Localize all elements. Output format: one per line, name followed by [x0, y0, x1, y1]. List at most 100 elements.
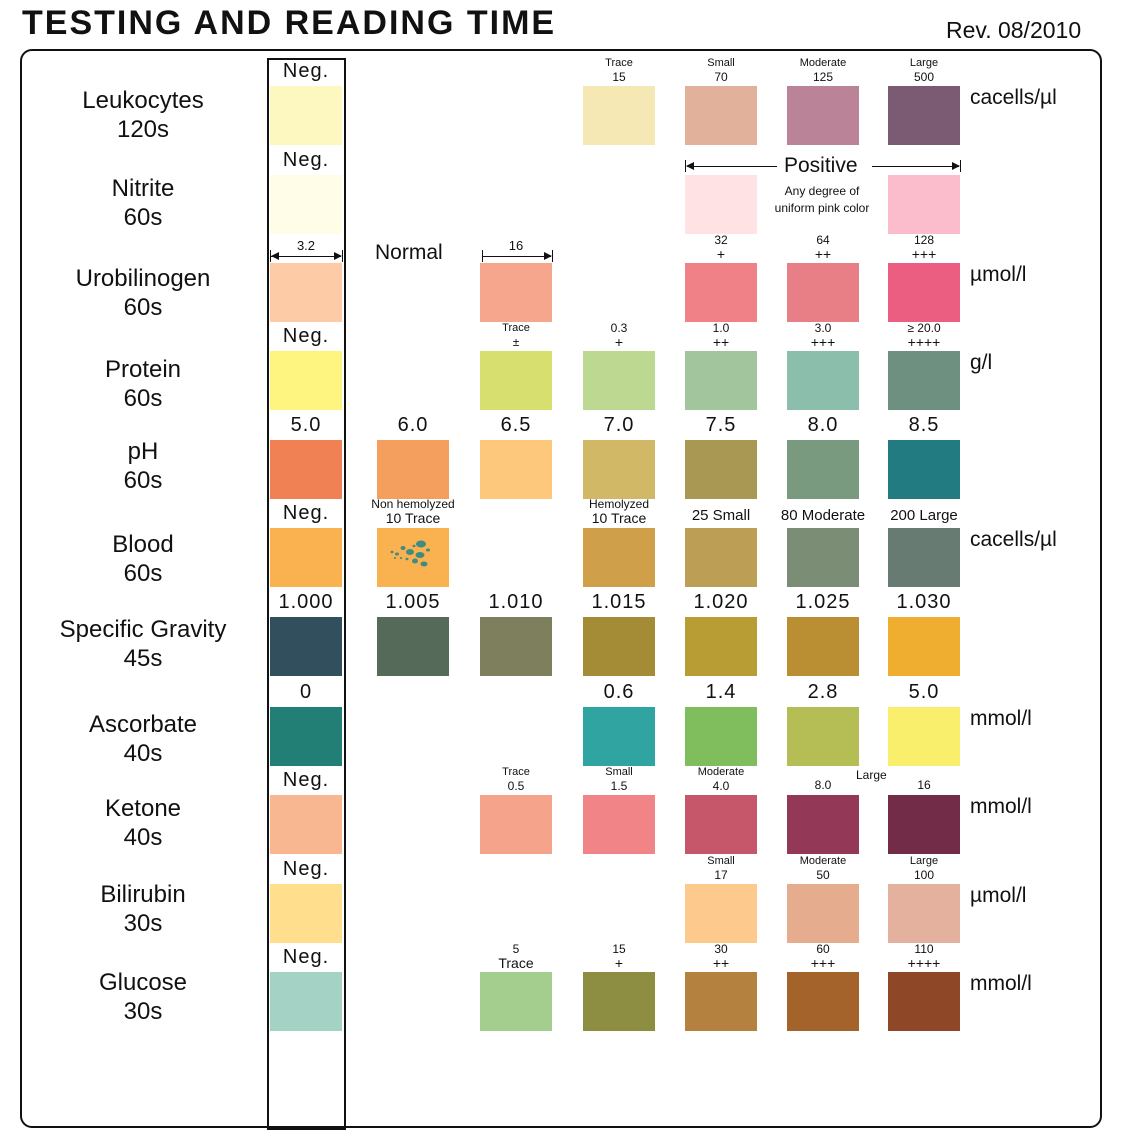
blood-speckle-5: [390, 550, 394, 554]
leukocytes-swatch-2: [685, 86, 757, 145]
glucose-caption-2-line-1: +: [614, 955, 624, 971]
revision-label: Rev. 08/2010: [946, 17, 1082, 43]
glucose-unit: mmol/l: [970, 972, 1032, 995]
blood-speckle-11: [412, 544, 416, 548]
glucose-caption-0-line-0: Neg.: [282, 946, 330, 968]
ph-swatch-2: [480, 440, 552, 499]
nitrite-row-label: Nitrite 60s: [30, 174, 256, 232]
specific-gravity-swatch-6: [888, 617, 960, 676]
ascorbate-swatch-2: [685, 707, 757, 766]
protein-swatch-1: [480, 351, 552, 410]
glucose-caption-3-line-0: 30: [714, 942, 728, 956]
specific-gravity-caption-6: 1.030: [869, 591, 979, 613]
bilirubin-unit: µmol/l: [970, 884, 1027, 907]
specific-gravity-caption-2: 1.010: [461, 591, 571, 613]
nitrite-note-line1: Any degree of: [784, 184, 860, 198]
bilirubin-caption-3-line-1: 100: [913, 868, 935, 882]
specific-gravity-caption-3-line-0: 1.015: [591, 591, 647, 613]
protein-swatch-4: [787, 351, 859, 410]
specific-gravity-caption-4-line-0: 1.020: [693, 591, 749, 613]
leukocytes-swatch-4: [888, 86, 960, 145]
glucose-caption-3-line-1: ++: [712, 955, 730, 971]
blood-swatch-2: [583, 528, 655, 587]
glucose-swatch-3: [685, 972, 757, 1031]
ketone-caption-1-line-0: Trace: [502, 766, 530, 778]
ascorbate-swatch-1: [583, 707, 655, 766]
urobilinogen-swatch-4: [888, 263, 960, 322]
glucose-row-label: Glucose 30s: [30, 968, 256, 1026]
bilirubin-caption-1-line-0: Small: [707, 855, 735, 867]
blood-reading-time: 60s: [123, 560, 163, 587]
glucose-name: Glucose: [98, 969, 188, 996]
protein-swatch-5: [888, 351, 960, 410]
blood-caption-0-line-0: Neg.: [282, 502, 330, 524]
ph-caption-4-line-0: 7.5: [705, 414, 737, 436]
blood-caption-3: 25 Small: [666, 508, 776, 523]
blood-speckle-7: [420, 561, 428, 567]
protein-caption-3-line-0: 1.0: [712, 321, 730, 335]
protein-caption-5: ≥ 20.0 ++++: [869, 322, 979, 350]
blood-swatch-5: [888, 528, 960, 587]
glucose-caption-1-line-0: 5: [512, 942, 520, 956]
nitrite-reading-time: 60s: [123, 204, 163, 231]
leukocytes-caption-4: Large 500: [869, 57, 979, 84]
ascorbate-caption-0-line-0: 0: [299, 681, 313, 703]
leukocytes-caption-2-line-1: 70: [714, 70, 728, 84]
urobilinogen-caption-4-line-0: 128: [913, 233, 935, 247]
ketone-caption-4: 8.0: [768, 779, 878, 792]
specific-gravity-caption-3: 1.015: [564, 591, 674, 613]
ketone-caption-2-line-1: 1.5: [610, 779, 628, 793]
ketone-caption-0-line-0: Neg.: [282, 769, 330, 791]
glucose-swatch-2: [583, 972, 655, 1031]
protein-caption-3-line-1: ++: [712, 334, 730, 350]
ascorbate-caption-3: 2.8: [768, 681, 878, 703]
protein-swatch-0: [270, 351, 342, 410]
specific-gravity-caption-1-line-0: 1.005: [385, 591, 441, 613]
ascorbate-unit: mmol/l: [970, 707, 1032, 730]
leukocytes-caption-1-line-1: 15: [612, 70, 626, 84]
protein-unit: g/l: [970, 351, 993, 374]
ph-caption-3-line-0: 7.0: [603, 414, 635, 436]
blood-speckle-0: [416, 540, 426, 548]
bilirubin-swatch-3: [888, 884, 960, 943]
nitrite-positive-label: Positive: [784, 154, 858, 177]
protein-caption-1-line-1: ±: [512, 335, 520, 349]
ph-caption-3: 7.0: [564, 414, 674, 436]
ph-caption-2-line-0: 6.5: [500, 414, 532, 436]
ph-caption-1-line-0: 6.0: [397, 414, 429, 436]
glucose-caption-0: Neg.: [251, 946, 361, 968]
leukocytes-swatch-0: [270, 86, 342, 145]
page-title: TESTING AND READING TIME: [22, 4, 557, 42]
leukocytes-caption-3-line-1: 125: [812, 70, 834, 84]
specific-gravity-caption-0-line-0: 1.000: [278, 591, 334, 613]
protein-row-label: Protein 60s: [30, 355, 256, 413]
uro-16-arrow-line: [483, 256, 551, 257]
ketone-unit: mmol/l: [970, 795, 1032, 818]
ascorbate-reading-time: 40s: [123, 740, 163, 767]
ph-caption-6: 8.5: [869, 414, 979, 436]
blood-row-label: Blood 60s: [30, 530, 256, 588]
specific-gravity-caption-1: 1.005: [358, 591, 468, 613]
urobilinogen-caption-4-line-1: +++: [911, 246, 937, 262]
bilirubin-caption-1: Small 17: [666, 855, 776, 882]
blood-caption-4-line-0: 80 Moderate: [780, 507, 866, 524]
protein-caption-2-line-1: +: [614, 334, 624, 350]
nitrite-name: Nitrite: [111, 175, 175, 202]
ascorbate-caption-1: 0.6: [564, 681, 674, 703]
ascorbate-swatch-3: [787, 707, 859, 766]
urobilinogen-swatch-2: [685, 263, 757, 322]
ph-caption-6-line-0: 8.5: [908, 414, 940, 436]
blood-caption-2-line-1: 10 Trace: [591, 510, 647, 526]
blood-caption-2: Hemolyzed 10 Trace: [564, 498, 674, 526]
urobilinogen-swatch-3: [787, 263, 859, 322]
protein-caption-1-line-0: Trace: [502, 322, 530, 334]
leukocytes-caption-0-line-0: Neg.: [282, 60, 330, 82]
uro-32-tick-left: [270, 250, 271, 262]
specific-gravity-swatch-1: [377, 617, 449, 676]
specific-gravity-swatch-2: [480, 617, 552, 676]
ascorbate-caption-2: 1.4: [666, 681, 776, 703]
ph-caption-1: 6.0: [358, 414, 468, 436]
protein-reading-time: 60s: [123, 385, 163, 412]
blood-swatch-4: [787, 528, 859, 587]
urobilinogen-caption-0-line-0: 3.2: [296, 238, 316, 253]
